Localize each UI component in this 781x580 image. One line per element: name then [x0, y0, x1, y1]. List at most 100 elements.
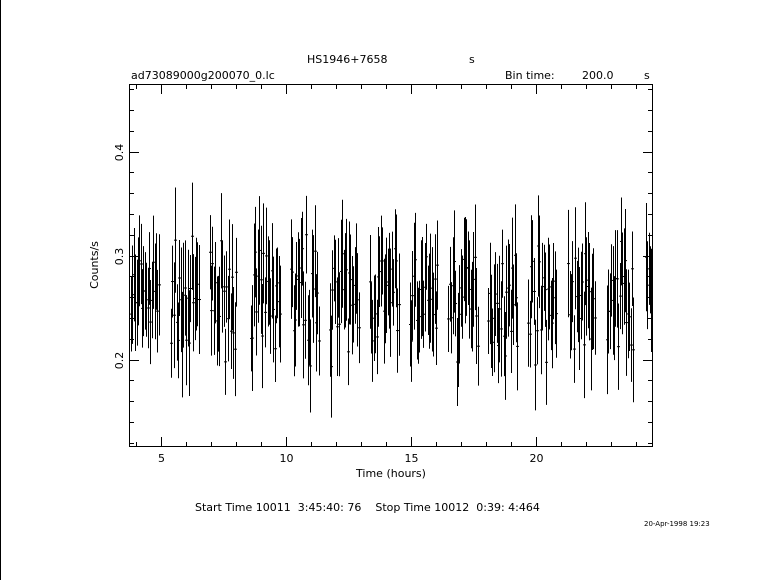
data-point	[617, 303, 620, 390]
y-tick-label: 0.3	[113, 248, 126, 266]
x-axis-label: Time (hours)	[355, 467, 426, 480]
data-point	[477, 306, 480, 386]
data-point	[487, 287, 490, 355]
data-point	[302, 271, 305, 379]
data-point	[156, 269, 159, 353]
object-unit: s	[469, 53, 475, 66]
data-point	[254, 206, 257, 298]
data-point	[396, 288, 399, 373]
data-point	[304, 281, 307, 359]
data-point	[585, 237, 588, 336]
data-point	[504, 312, 507, 400]
data-point	[574, 207, 577, 310]
data-point	[533, 258, 536, 325]
data-point	[551, 277, 554, 369]
data-point	[140, 223, 143, 305]
data-point	[632, 297, 635, 403]
data-point	[621, 232, 624, 335]
data-point	[312, 235, 315, 343]
data-point	[338, 272, 341, 377]
data-point	[294, 273, 297, 367]
data-point	[191, 182, 194, 290]
data-point	[465, 219, 468, 316]
data-point	[232, 286, 235, 379]
data-point	[309, 319, 312, 413]
data-point	[494, 252, 497, 337]
y-tick-label: 0.4	[113, 144, 126, 162]
data-point	[196, 242, 199, 327]
data-point	[498, 255, 501, 363]
data-point	[410, 300, 413, 382]
data-point	[210, 265, 213, 356]
data-point	[371, 299, 374, 382]
data-point	[184, 240, 187, 336]
data-point	[173, 262, 176, 369]
data-point	[347, 318, 350, 386]
data-point	[223, 255, 226, 327]
data-point	[131, 245, 134, 344]
data-point	[592, 248, 595, 350]
data-point	[624, 208, 627, 313]
data-point	[594, 281, 597, 355]
data-point	[548, 244, 551, 330]
data-point	[588, 243, 591, 341]
data-point	[295, 242, 298, 310]
data-point	[170, 308, 173, 378]
data-point	[395, 214, 398, 308]
data-point	[422, 280, 425, 348]
data-point	[510, 289, 513, 374]
data-point	[619, 263, 622, 330]
data-point	[272, 256, 275, 363]
data-point	[472, 232, 475, 327]
data-point	[276, 247, 279, 319]
data-point	[534, 319, 537, 411]
data-point	[536, 297, 539, 365]
data-point	[461, 255, 464, 339]
data-point	[581, 243, 584, 321]
bin-time-label: Bin time:	[505, 69, 555, 82]
data-point	[475, 267, 478, 365]
data-point	[552, 243, 555, 320]
data-point	[230, 293, 233, 369]
data-point	[516, 302, 519, 391]
window-edge	[0, 0, 1, 580]
data-point	[301, 211, 304, 286]
data-point	[628, 282, 631, 352]
x-tick-label: 10	[280, 452, 294, 465]
data-point	[260, 225, 263, 334]
data-point	[544, 252, 547, 327]
data-point	[505, 245, 508, 339]
data-point	[374, 274, 377, 354]
data-point	[185, 295, 188, 386]
data-point	[198, 245, 201, 355]
start-stop-times: Start Time 10011 3:45:40: 76 Stop Time 1…	[195, 501, 540, 514]
data-point	[220, 193, 223, 289]
data-point	[261, 283, 264, 389]
data-point	[432, 272, 435, 357]
data-point	[192, 254, 195, 352]
data-point	[158, 234, 161, 336]
x-tick-label: 5	[158, 452, 165, 465]
data-point	[218, 266, 221, 367]
data-point	[610, 244, 613, 317]
data-point	[231, 224, 234, 331]
data-point	[583, 291, 586, 399]
bin-time-value: 200.0	[582, 69, 614, 82]
data-point	[269, 278, 272, 354]
data-point	[314, 205, 317, 298]
data-point	[529, 300, 532, 368]
y-tick-label: 0.2	[113, 352, 126, 370]
data-point	[625, 269, 628, 376]
data-point	[434, 234, 437, 324]
data-point	[515, 253, 518, 343]
data-point	[235, 237, 238, 307]
data-point	[221, 240, 224, 333]
object-title: HS1946+7658	[307, 53, 388, 66]
data-point	[398, 253, 401, 356]
data-point	[541, 242, 544, 331]
data-point	[468, 240, 471, 339]
data-points	[130, 182, 653, 418]
data-point	[389, 248, 392, 357]
data-point	[214, 242, 217, 324]
data-point	[381, 227, 384, 295]
